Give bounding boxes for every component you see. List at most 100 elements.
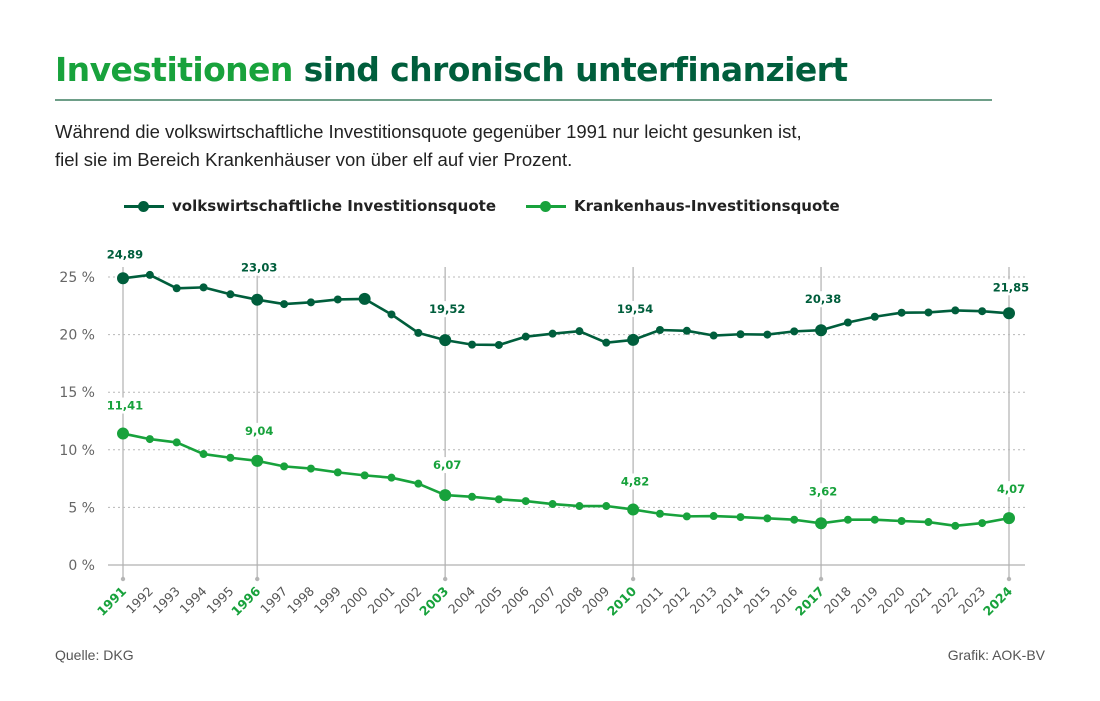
- x-tick-label: 1994: [177, 583, 210, 616]
- data-point: [521, 497, 530, 506]
- data-point: [575, 327, 584, 336]
- data-label-background: [989, 481, 1029, 498]
- data-label-background: [801, 483, 842, 500]
- x-tick-label: 2010: [604, 583, 639, 618]
- guide-end-dot: [255, 576, 260, 582]
- chart-title-rest: sind chronisch unterfinanziert: [292, 50, 848, 89]
- data-point: [145, 435, 154, 444]
- data-label-background: [989, 279, 1029, 296]
- data-point: [655, 509, 664, 518]
- data-point: [870, 515, 879, 524]
- subtitle-line-2: fiel sie im Bereich Krankenhäuser von üb…: [55, 149, 573, 170]
- data-point: [978, 519, 987, 528]
- data-point: [494, 495, 503, 504]
- data-point: [414, 479, 423, 488]
- data-point: [655, 325, 664, 334]
- data-label-background: [237, 422, 278, 439]
- guide-end-dot: [818, 576, 824, 582]
- chart-subtitle: Während die volkswirtschaftliche Investi…: [55, 118, 955, 174]
- data-label: 19,54: [617, 302, 653, 316]
- data-point: [897, 516, 906, 525]
- data-point: [360, 471, 369, 480]
- data-point: [280, 462, 289, 471]
- data-label-background: [425, 301, 466, 318]
- subtitle-line-1: Während die volkswirtschaftliche Investi…: [55, 121, 802, 142]
- legend-item-economy: volkswirtschaftliche Investitionsquote: [124, 197, 496, 215]
- data-label-background: [103, 246, 143, 263]
- data-point: [117, 272, 129, 285]
- data-label: 24,89: [107, 247, 143, 261]
- data-point: [627, 503, 640, 516]
- data-point: [736, 513, 745, 522]
- data-point: [306, 298, 315, 307]
- data-label-background: [613, 300, 654, 317]
- data-point: [548, 500, 557, 509]
- x-tick-label: 2020: [875, 583, 908, 616]
- data-point: [468, 340, 477, 349]
- chart-title-accent: Investitionen: [55, 50, 293, 89]
- data-point: [251, 454, 264, 467]
- x-tick-label: 2024: [980, 583, 1015, 618]
- chart-title: Investitionen sind chronisch unterfinanz…: [55, 47, 848, 93]
- source-note: Quelle: DKG: [55, 647, 134, 663]
- data-point: [521, 332, 530, 341]
- data-point: [199, 450, 208, 459]
- y-tick-label: 0 %: [68, 558, 95, 574]
- legend-item-hospital: Krankenhaus-Investitionsquote: [526, 197, 840, 215]
- data-point: [548, 329, 557, 338]
- data-point: [226, 290, 235, 299]
- x-tick-label: 2005: [472, 584, 505, 617]
- guide-end-dot: [442, 576, 448, 582]
- x-tick-label: 2008: [552, 583, 585, 616]
- data-label-background: [237, 259, 278, 276]
- data-label: 19,52: [429, 302, 465, 316]
- guide-end-dot: [1006, 576, 1012, 582]
- guide-end-dot: [120, 576, 126, 582]
- data-point: [709, 512, 718, 521]
- data-point: [117, 427, 129, 440]
- data-label: 4,82: [621, 474, 649, 488]
- data-point: [790, 327, 799, 336]
- data-point: [1003, 512, 1015, 525]
- data-point: [924, 518, 933, 527]
- data-point: [951, 521, 960, 530]
- x-tick-label: 2007: [526, 584, 559, 617]
- data-point: [306, 464, 315, 473]
- x-tick-label: 1992: [123, 584, 156, 617]
- data-point: [575, 502, 584, 511]
- data-point: [439, 334, 452, 347]
- data-point: [251, 293, 264, 306]
- data-point: [494, 340, 503, 349]
- data-point: [897, 308, 906, 317]
- y-tick-label: 10 %: [59, 443, 95, 459]
- x-tick-label: 2022: [928, 584, 961, 617]
- data-point: [226, 453, 235, 462]
- y-tick-label: 25 %: [59, 270, 95, 286]
- data-point: [199, 283, 208, 292]
- credit-note: Grafik: AOK-BV: [947, 647, 1045, 663]
- x-tick-label: 1999: [311, 583, 344, 616]
- y-tick-label: 20 %: [59, 328, 95, 344]
- x-tick-label: 2004: [445, 583, 478, 616]
- x-tick-label: 2003: [416, 584, 451, 619]
- data-point: [172, 284, 181, 293]
- guide-end-dot: [630, 576, 636, 582]
- data-point: [414, 328, 423, 337]
- x-tick-label: 1997: [257, 584, 290, 617]
- legend-line-marker-icon: [124, 199, 164, 213]
- data-point: [682, 326, 691, 335]
- data-point: [843, 515, 852, 524]
- data-point: [763, 330, 772, 339]
- legend-label-hospital: Krankenhaus-Investitionsquote: [574, 197, 840, 215]
- x-tick-label: 2013: [687, 584, 720, 617]
- data-point: [815, 324, 828, 337]
- data-point: [978, 307, 987, 316]
- x-tick-label: 2019: [848, 583, 881, 616]
- legend-label-economy: volkswirtschaftliche Investitionsquote: [172, 197, 497, 215]
- data-point: [627, 333, 640, 346]
- x-tick-label: 2017: [792, 584, 827, 619]
- x-tick-label: 1991: [94, 584, 129, 619]
- x-tick-label: 2000: [338, 583, 371, 616]
- data-point: [843, 318, 852, 327]
